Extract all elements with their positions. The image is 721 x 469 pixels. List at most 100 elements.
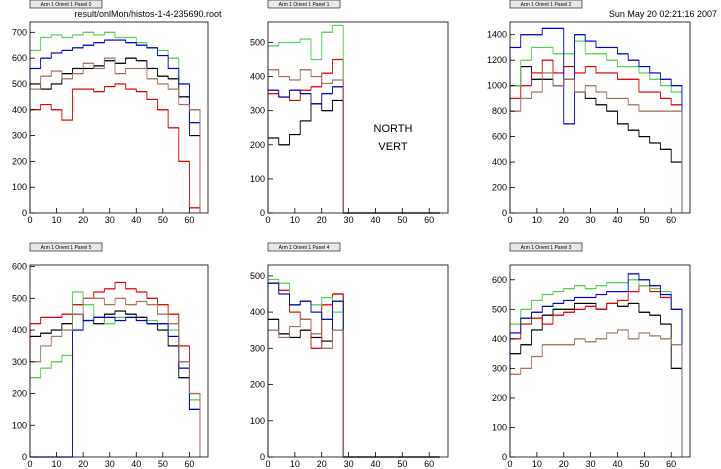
y-tick-label: 200 (250, 380, 265, 390)
date-label: Sun May 20 02:21:16 2007 (609, 9, 717, 19)
x-tick-label: 20 (559, 215, 569, 225)
y-tick-label: 200 (492, 393, 507, 403)
y-tick-label: 400 (250, 72, 265, 82)
x-tick-label: 50 (158, 215, 168, 225)
hist-outline (29, 310, 201, 457)
x-tick-label: 60 (184, 215, 194, 225)
x-tick-label: 30 (586, 459, 596, 469)
plot-frame (509, 21, 691, 214)
hist-outline (29, 291, 201, 457)
hist-outline (509, 273, 683, 457)
y-tick-label: 300 (12, 131, 27, 141)
hist-outline (509, 279, 683, 457)
hist-outline (509, 40, 683, 213)
y-tick-label: 500 (250, 271, 265, 281)
y-tick-label: 400 (492, 334, 507, 344)
x-tick-label: 40 (612, 215, 622, 225)
x-tick-label: 20 (317, 215, 327, 225)
x-tick-label: 20 (78, 459, 88, 469)
annotation: NORTH (374, 123, 413, 135)
hist-outline (29, 31, 201, 213)
hist-outline (29, 57, 201, 213)
y-tick-label: 100 (250, 174, 265, 184)
x-tick-label: 0 (265, 459, 270, 469)
x-tick-label: 0 (507, 459, 512, 469)
x-tick-label: 30 (105, 459, 115, 469)
panel-title: Arm 1 Orient 1 Panel 5 (41, 245, 92, 251)
hist-outline (509, 329, 683, 457)
x-tick-label: 40 (612, 459, 622, 469)
y-tick-label: 0 (502, 452, 507, 462)
y-tick-label: 800 (492, 106, 507, 116)
y-tick-label: 100 (250, 416, 265, 426)
plot-frame (29, 21, 209, 214)
panel-title: Arm 1 Orient 1 Panel 2 (521, 2, 572, 8)
x-tick-label: 40 (370, 459, 380, 469)
x-tick-label: 40 (131, 215, 141, 225)
x-tick-label: 10 (52, 215, 62, 225)
file-label: result/onlMon/histos-1-4-235690.root (74, 9, 222, 19)
x-tick-label: 60 (184, 459, 194, 469)
x-tick-label: 10 (290, 459, 300, 469)
y-tick-label: 400 (12, 105, 27, 115)
panel-title: Arm 1 Orient 1 Panel 0 (41, 2, 92, 8)
hist-outline (29, 282, 201, 457)
title-box (267, 0, 341, 9)
plot-frame (267, 264, 449, 458)
x-tick-label: 60 (424, 459, 434, 469)
x-tick-label: 50 (639, 459, 649, 469)
y-tick-label: 400 (12, 325, 27, 335)
hist-outline (509, 66, 683, 213)
y-tick-label: 500 (12, 293, 27, 303)
y-tick-label: 200 (12, 389, 27, 399)
hist-outline (29, 297, 201, 457)
x-tick-label: 20 (559, 459, 569, 469)
y-tick-label: 100 (492, 422, 507, 432)
x-tick-label: 50 (158, 459, 168, 469)
y-tick-label: 200 (250, 140, 265, 150)
panel-title: Arm 1 Orient 1 Panel 1 (279, 2, 330, 8)
y-tick-label: 1400 (487, 30, 507, 40)
x-tick-label: 30 (586, 215, 596, 225)
title-box (29, 0, 103, 9)
x-tick-label: 0 (265, 215, 270, 225)
hist-outline (509, 59, 683, 213)
hist-outline (509, 27, 683, 213)
y-tick-label: 200 (492, 183, 507, 193)
x-tick-label: 50 (639, 215, 649, 225)
y-tick-label: 0 (22, 452, 27, 462)
title-box (509, 242, 583, 252)
y-tick-label: 500 (250, 37, 265, 47)
y-tick-label: 600 (12, 262, 27, 272)
x-tick-label: 50 (397, 215, 407, 225)
hist-outline (509, 285, 683, 457)
plot-frame (267, 21, 449, 214)
hist-outline (509, 72, 683, 213)
x-tick-label: 0 (27, 459, 32, 469)
x-tick-label: 20 (78, 215, 88, 225)
x-tick-label: 0 (507, 215, 512, 225)
y-tick-label: 100 (12, 182, 27, 192)
y-tick-label: 300 (250, 343, 265, 353)
hist-outline (29, 83, 201, 213)
y-tick-label: 600 (12, 53, 27, 63)
y-tick-label: 500 (492, 304, 507, 314)
x-tick-label: 30 (105, 215, 115, 225)
title-box (509, 0, 583, 9)
y-tick-label: 0 (260, 208, 265, 218)
x-tick-label: 60 (666, 215, 676, 225)
x-tick-label: 50 (397, 459, 407, 469)
y-tick-label: 0 (502, 208, 507, 218)
y-tick-label: 100 (12, 420, 27, 430)
panel-title: Arm 1 Orient 1 Panel 4 (279, 245, 330, 251)
title-box (29, 242, 103, 252)
y-tick-label: 300 (492, 363, 507, 373)
annotation: VERT (378, 141, 407, 153)
x-tick-label: 10 (52, 459, 62, 469)
plot-frame (29, 264, 209, 458)
x-tick-label: 60 (666, 459, 676, 469)
y-tick-label: 1000 (487, 81, 507, 91)
title-box (267, 242, 341, 252)
